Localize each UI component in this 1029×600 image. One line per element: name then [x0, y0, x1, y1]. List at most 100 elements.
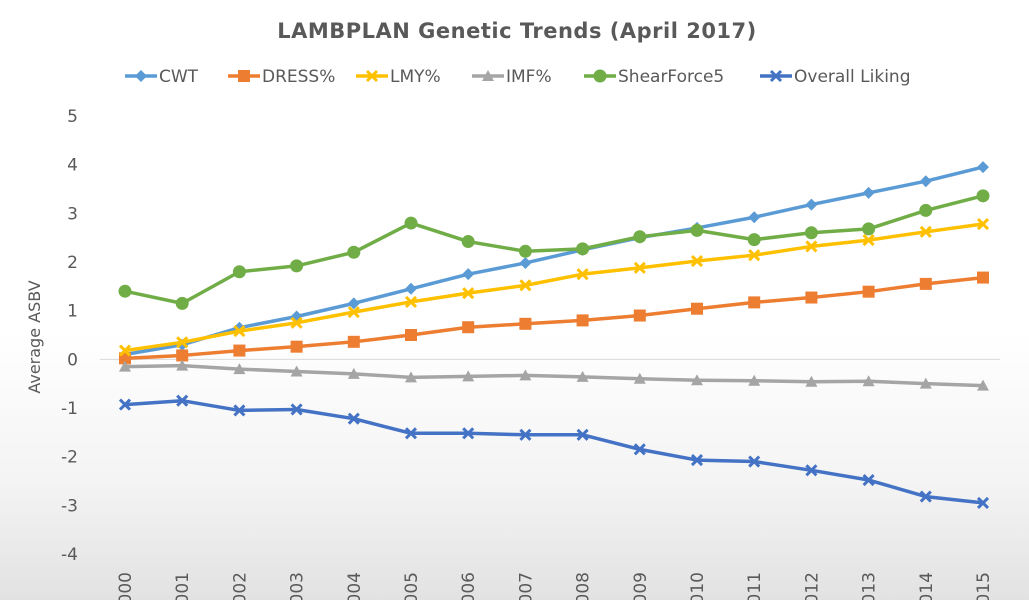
data-point: [862, 186, 875, 199]
data-point: [919, 490, 932, 503]
x-tick-label: 002: [230, 572, 250, 600]
x-tick-label: 008: [574, 572, 594, 600]
legend-item: CWT: [125, 67, 199, 87]
data-point: [175, 296, 189, 310]
data-point: [176, 336, 189, 349]
data-point: [748, 455, 761, 468]
x-tick-label: 015: [974, 572, 994, 600]
data-point: [919, 225, 932, 238]
data-point: [176, 359, 189, 371]
y-axis-ticks: 5 4 3 2 1 0 -1 -2 -3 -4: [61, 107, 78, 565]
data-point: [462, 427, 475, 440]
data-point: [462, 370, 475, 382]
legend-label: LMY%: [390, 67, 441, 87]
data-point: [748, 249, 761, 262]
series-line: [124, 398, 984, 505]
data-point: [862, 473, 875, 487]
x-tick-label: 000: [116, 572, 136, 600]
x-tick-label: 011: [745, 572, 765, 600]
x-tick-label: 012: [802, 572, 822, 600]
data-point: [290, 403, 303, 416]
data-point: [347, 245, 361, 259]
data-point: [290, 340, 303, 353]
legend-item: ShearForce5: [584, 67, 724, 87]
data-point: [633, 309, 646, 322]
x-tick-label: 001: [173, 572, 193, 600]
legend-label: ShearForce5: [618, 67, 724, 87]
x-tick-label: 014: [917, 572, 937, 600]
x-tick-label: 010: [688, 572, 708, 600]
data-point: [290, 316, 303, 329]
data-point: [690, 254, 704, 268]
legend-label: DRESS%: [262, 67, 335, 87]
data-point: [576, 370, 589, 382]
data-point: [290, 365, 303, 377]
data-point: [347, 367, 360, 379]
x-tick-label: 003: [288, 572, 308, 600]
data-point: [462, 287, 475, 300]
data-point: [748, 374, 761, 386]
legend-item: DRESS%: [228, 67, 335, 87]
y-tick-label: -1: [61, 399, 78, 419]
legend-label: CWT: [159, 67, 199, 87]
data-point: [176, 394, 189, 407]
legend-marker: [593, 69, 607, 83]
data-point: [690, 454, 704, 467]
y-tick-label: 2: [67, 253, 78, 273]
data-point: [691, 302, 703, 315]
data-point: [977, 161, 989, 174]
x-tick-label: 013: [860, 572, 880, 600]
legend-item: IMF%: [472, 67, 552, 87]
legend-label: IMF%: [506, 67, 552, 87]
data-point: [862, 285, 875, 298]
data-point: [519, 369, 532, 381]
legend: CWT DRESS% LMY% IMF% ShearForce5 Overall Liki…: [125, 67, 911, 87]
data-point: [462, 268, 475, 281]
data-point: [519, 256, 532, 269]
legend-marker: [365, 69, 379, 83]
series-imf: [119, 359, 989, 391]
y-tick-label: 3: [67, 204, 78, 224]
data-point: [919, 203, 933, 217]
data-point: [976, 496, 990, 509]
y-axis-title: Average ASBV: [25, 280, 44, 393]
data-point: [805, 291, 818, 304]
data-point: [690, 223, 704, 237]
series-lmy: [118, 217, 990, 357]
x-tick-label: 007: [516, 572, 536, 600]
chart-title: LAMBPLAN Genetic Trends (April 2017): [277, 19, 757, 43]
data-point: [461, 235, 475, 249]
series-shearforce5: [118, 189, 990, 310]
data-point: [748, 211, 761, 224]
data-point: [405, 371, 417, 383]
y-tick-label: -3: [61, 496, 78, 516]
data-point: [576, 314, 589, 327]
data-point: [519, 279, 532, 292]
data-point: [805, 198, 818, 211]
data-point: [347, 335, 360, 348]
x-axis-ticks: 000 001 002 003 004 005 006 007 008 009 010 011 012 0…: [116, 572, 994, 600]
legend-marker: [482, 70, 494, 81]
y-tick-label: 5: [67, 107, 78, 127]
x-tick-label: 005: [402, 572, 422, 600]
data-point: [633, 261, 646, 274]
series-line: [124, 165, 984, 357]
y-tick-label: -4: [61, 545, 78, 565]
x-tick-label: 006: [459, 572, 479, 600]
data-point: [633, 372, 646, 384]
legend-item: LMY%: [356, 67, 441, 87]
data-point: [347, 306, 360, 319]
series-line: [124, 363, 984, 388]
data-point: [290, 259, 304, 273]
data-point: [347, 412, 360, 425]
data-point: [518, 244, 532, 258]
data-point: [862, 234, 875, 247]
x-tick-label: 004: [345, 572, 365, 600]
data-point: [118, 398, 132, 411]
data-point: [404, 295, 418, 308]
data-point: [805, 240, 818, 253]
data-point: [404, 427, 418, 440]
data-point: [748, 296, 761, 309]
data-point: [405, 329, 417, 341]
series-overall-liking: [118, 394, 990, 509]
